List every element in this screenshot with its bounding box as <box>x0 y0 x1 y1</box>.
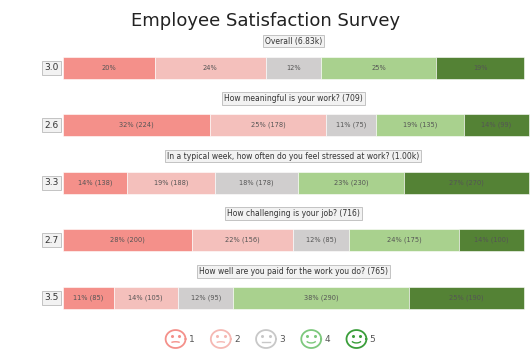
FancyBboxPatch shape <box>63 114 210 136</box>
Text: 12% (95): 12% (95) <box>190 294 221 301</box>
Text: 3: 3 <box>279 334 285 344</box>
Text: How meaningful is your work? (709): How meaningful is your work? (709) <box>224 94 363 103</box>
Text: 28% (200): 28% (200) <box>110 237 145 244</box>
Text: 25% (178): 25% (178) <box>251 122 285 129</box>
FancyBboxPatch shape <box>321 57 436 78</box>
FancyBboxPatch shape <box>63 57 155 78</box>
Text: 14% (100): 14% (100) <box>475 237 509 244</box>
Text: 19% (188): 19% (188) <box>154 179 188 186</box>
FancyBboxPatch shape <box>63 229 192 251</box>
Text: 27% (270): 27% (270) <box>449 179 484 186</box>
FancyBboxPatch shape <box>234 287 409 308</box>
FancyBboxPatch shape <box>298 172 404 193</box>
Text: 2.6: 2.6 <box>44 121 59 130</box>
Text: In a typical week, how often do you feel stressed at work? (1.00k): In a typical week, how often do you feel… <box>167 152 420 160</box>
Text: 22% (156): 22% (156) <box>225 237 260 244</box>
Text: 2.7: 2.7 <box>44 236 59 245</box>
Text: How challenging is your job? (716): How challenging is your job? (716) <box>227 209 360 218</box>
FancyBboxPatch shape <box>377 114 464 136</box>
FancyBboxPatch shape <box>326 114 377 136</box>
Text: How well are you paid for the work you do? (765): How well are you paid for the work you d… <box>199 267 388 275</box>
FancyBboxPatch shape <box>192 229 293 251</box>
Text: 23% (230): 23% (230) <box>334 179 368 186</box>
FancyBboxPatch shape <box>464 114 529 136</box>
FancyBboxPatch shape <box>210 114 326 136</box>
FancyBboxPatch shape <box>460 229 524 251</box>
Text: 24% (175): 24% (175) <box>387 237 421 244</box>
Text: 32% (224): 32% (224) <box>119 122 154 129</box>
FancyBboxPatch shape <box>178 287 234 308</box>
Text: 19% (135): 19% (135) <box>403 122 437 129</box>
FancyBboxPatch shape <box>63 287 113 308</box>
FancyBboxPatch shape <box>349 229 460 251</box>
FancyBboxPatch shape <box>409 287 524 308</box>
Text: 25% (190): 25% (190) <box>449 294 484 301</box>
Text: 1: 1 <box>189 334 195 344</box>
Text: 14% (138): 14% (138) <box>78 179 112 186</box>
FancyBboxPatch shape <box>113 287 178 308</box>
Text: 12% (85): 12% (85) <box>306 237 336 244</box>
FancyBboxPatch shape <box>293 229 349 251</box>
Text: 11% (85): 11% (85) <box>73 294 103 301</box>
FancyBboxPatch shape <box>404 172 529 193</box>
Text: Overall (6.83k): Overall (6.83k) <box>265 37 322 45</box>
FancyBboxPatch shape <box>436 57 524 78</box>
FancyBboxPatch shape <box>127 172 215 193</box>
Text: 25%: 25% <box>371 65 386 71</box>
FancyBboxPatch shape <box>63 172 127 193</box>
Text: 14% (105): 14% (105) <box>129 294 163 301</box>
Text: 24%: 24% <box>203 65 218 71</box>
Text: Employee Satisfaction Survey: Employee Satisfaction Survey <box>131 12 401 31</box>
Text: 11% (75): 11% (75) <box>336 122 366 129</box>
Text: 3.5: 3.5 <box>44 293 59 302</box>
Text: 14% (99): 14% (99) <box>481 122 511 129</box>
FancyBboxPatch shape <box>265 57 321 78</box>
Text: 12%: 12% <box>286 65 301 71</box>
Text: 3.0: 3.0 <box>44 63 59 72</box>
Text: 3.3: 3.3 <box>44 178 59 187</box>
Text: 2: 2 <box>234 334 239 344</box>
Text: 4: 4 <box>325 334 330 344</box>
FancyBboxPatch shape <box>155 57 265 78</box>
Text: 19%: 19% <box>473 65 487 71</box>
FancyBboxPatch shape <box>215 172 298 193</box>
Text: 5: 5 <box>370 334 376 344</box>
Text: 18% (178): 18% (178) <box>239 179 274 186</box>
Text: 38% (290): 38% (290) <box>304 294 338 301</box>
Text: 20%: 20% <box>102 65 117 71</box>
